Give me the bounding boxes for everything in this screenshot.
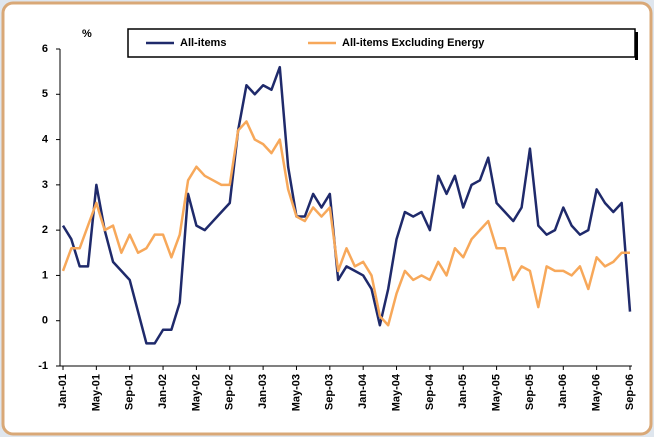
y-tick-label: 1 <box>42 269 48 281</box>
x-tick-label: Sep-06 <box>624 374 636 410</box>
x-tick-label: May-01 <box>90 374 102 411</box>
x-tick-label: May-04 <box>390 373 402 411</box>
y-tick-label: 2 <box>42 224 48 236</box>
y-tick-label: 4 <box>42 133 49 145</box>
x-tick-label: Sep-05 <box>524 374 536 410</box>
x-tick-label: Sep-04 <box>424 373 436 410</box>
legend-shadow <box>635 32 638 60</box>
x-tick-label: Sep-03 <box>324 374 336 410</box>
x-tick-label: Jan-05 <box>457 374 469 409</box>
y-tick-label: 6 <box>42 43 48 55</box>
x-tick-label: Jan-02 <box>157 374 169 409</box>
series-line <box>61 65 632 345</box>
x-tick-label: May-06 <box>591 374 603 411</box>
x-tick-label: May-02 <box>190 374 202 411</box>
x-tick-label: Jan-04 <box>357 373 369 409</box>
x-tick-label: Jan-06 <box>557 374 569 409</box>
y-tick-label: 0 <box>42 315 48 327</box>
y-tick-label: 5 <box>42 88 48 100</box>
x-tick-label: Jan-01 <box>57 374 69 409</box>
y-tick-label: -1 <box>38 360 48 372</box>
x-tick-label: May-05 <box>490 374 502 411</box>
legend-label: All-items <box>180 37 226 49</box>
legend-label: All-items Excluding Energy <box>342 37 485 49</box>
y-tick-label: 3 <box>42 179 48 191</box>
x-tick-label: Sep-02 <box>224 374 236 410</box>
x-tick-label: Sep-01 <box>124 374 136 410</box>
series-line <box>61 120 630 327</box>
x-tick-label: Jan-03 <box>257 374 269 409</box>
y-axis-label: % <box>82 28 92 40</box>
x-tick-label: May-03 <box>290 374 302 411</box>
